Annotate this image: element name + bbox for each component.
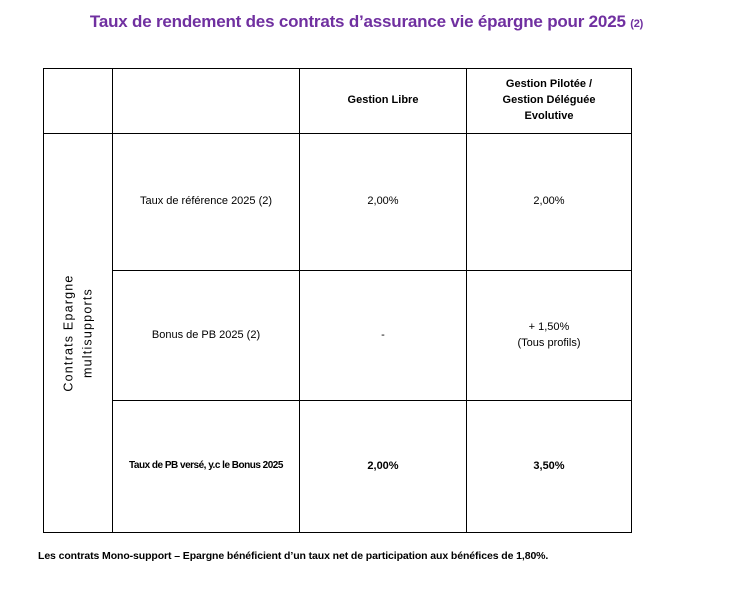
cell-bonus-pb-gestion-libre: - xyxy=(299,270,467,401)
title-footnote-ref: (2) xyxy=(630,18,644,30)
cell-taux-reference-gestion-pilotee: 2,00% xyxy=(466,133,632,271)
cell-taux-pb-verse-gestion-pilotee: 3,50% xyxy=(466,400,632,533)
table-row-taux-reference: Contrats Epargne multisupports Taux de r… xyxy=(43,133,632,533)
page-title: Taux de rendement des contrats d’assuran… xyxy=(0,12,733,32)
row-label-taux-reference: Taux de référence 2025 (2) xyxy=(112,133,300,271)
cell-taux-pb-verse-gestion-libre: 2,00% xyxy=(299,400,467,533)
row-group-label: Contrats Epargne multisupports xyxy=(61,274,94,392)
rates-table: Gestion Libre Gestion Pilotée / Gestion … xyxy=(43,68,632,533)
header-spacer-cell xyxy=(112,68,300,134)
header-spacer-cell xyxy=(43,68,113,134)
page-title-text: Taux de rendement des contrats d’assuran… xyxy=(89,12,626,31)
cell-bonus-pb-gestion-pilotee: + 1,50% (Tous profils) xyxy=(466,270,632,401)
column-header-gestion-libre: Gestion Libre xyxy=(299,68,467,134)
row-label-bonus-pb: Bonus de PB 2025 (2) xyxy=(112,270,300,401)
cell-taux-reference-gestion-libre: 2,00% xyxy=(299,133,467,271)
row-label-taux-pb-verse: Taux de PB versé, y.c le Bonus 2025 xyxy=(112,400,300,533)
column-header-gestion-pilotee-deleguee: Gestion Pilotée / Gestion Déléguée Evolu… xyxy=(466,68,632,134)
header-row: Gestion Libre Gestion Pilotée / Gestion … xyxy=(43,68,632,134)
table-row-bonus-pb: Bonus de PB 2025 (2) - + 1,50% (Tous pro… xyxy=(44,270,632,401)
table-row-taux-pb-verse: Taux de PB versé, y.c le Bonus 2025 2,00… xyxy=(44,400,632,533)
footnote: Les contrats Mono-support – Epargne béné… xyxy=(38,550,549,562)
row-group-cell: Contrats Epargne multisupports xyxy=(43,133,113,533)
